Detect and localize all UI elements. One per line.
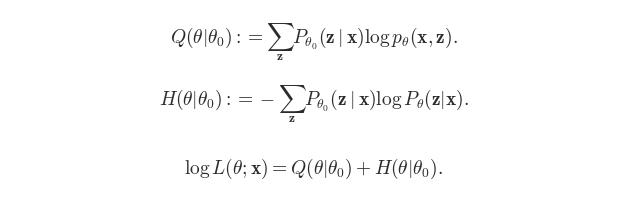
Text: $H(\theta|\theta_0) := -\sum_{\mathbf{z}} P_{\theta_0}(\mathbf{z} \mid \mathbf{x: $H(\theta|\theta_0) := -\sum_{\mathbf{z}… (159, 83, 468, 125)
Text: $Q(\theta|\theta_0) := \sum_{\mathbf{z}} P_{\theta_0}(\mathbf{z} \mid \mathbf{x}: $Q(\theta|\theta_0) := \sum_{\mathbf{z}}… (169, 21, 458, 63)
Text: $\log L(\theta; \mathbf{x}) = Q(\theta|\theta_0) + H(\theta|\theta_0).$: $\log L(\theta; \mathbf{x}) = Q(\theta|\… (184, 156, 443, 180)
